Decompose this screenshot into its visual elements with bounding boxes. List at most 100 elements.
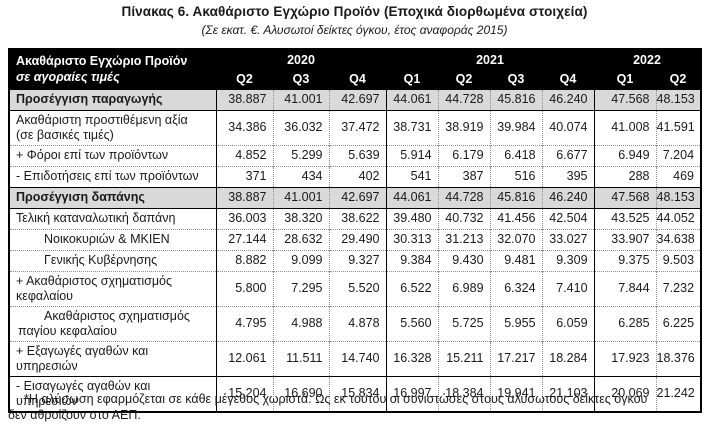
- value-cell: 33.027: [541, 228, 595, 250]
- value-cell: 42.504: [541, 207, 595, 229]
- value-cell: 30.313: [385, 228, 439, 250]
- table-corner-header: Ακαθάριστο Εγχώριο Προϊόν σε αγοραίες τι…: [9, 49, 216, 89]
- quarter-header-2021-Q4: Q4: [542, 69, 595, 89]
- quarter-header-2021-Q3: Q3: [490, 69, 543, 89]
- value-cell: 38.919: [437, 109, 491, 145]
- row-label: Προσέγγιση δαπάνης: [9, 186, 217, 209]
- value-cell: 9.309: [541, 249, 595, 271]
- value-cell: 516: [489, 165, 543, 187]
- quarter-header-2021-Q1: Q1: [386, 69, 439, 89]
- value-cell: 42.697: [328, 186, 387, 209]
- value-cell: 7.232: [655, 270, 702, 306]
- table-row: + Φόροι επί των προϊόντων 4.852 5.299 5.639…: [9, 144, 702, 166]
- value-cell: 5.520: [328, 270, 387, 306]
- value-cell: 41.001: [272, 186, 329, 209]
- value-cell: 8.882: [215, 249, 273, 271]
- value-cell: 17.923: [593, 340, 657, 376]
- value-cell: 41.001: [272, 88, 329, 111]
- value-cell: 9.384: [385, 249, 439, 271]
- row-label: - Εισαγωγές αγαθών και υπηρεσιών: [9, 375, 217, 412]
- value-cell: 11.511: [272, 340, 329, 376]
- value-cell: 5.955: [489, 305, 543, 341]
- value-cell: 46.240: [541, 88, 595, 111]
- value-cell: 9.327: [328, 249, 387, 271]
- quarter-header-2020-Q2: Q2: [216, 69, 273, 89]
- value-cell: 4.795: [215, 305, 273, 341]
- value-cell: 45.816: [489, 186, 543, 209]
- year-header-row: Ακαθάριστο Εγχώριο Προϊόν σε αγοραίες τι…: [9, 49, 702, 89]
- value-cell: 41.008: [593, 109, 657, 145]
- table-row: Προσέγγιση παραγωγής 38.887 41.001 42.697 44…: [9, 88, 702, 111]
- value-cell: 20.069: [593, 375, 657, 412]
- corner-label-line2: σε αγοραίες τιμές: [16, 70, 120, 85]
- value-cell: 38.622: [328, 207, 387, 229]
- row-label: Γενικής Κυβέρνησης: [9, 249, 217, 271]
- value-cell: 27.144: [215, 228, 273, 250]
- row-label: + Εξαγωγές αγαθών και υπηρεσιών: [9, 340, 217, 376]
- value-cell: 7.844: [593, 270, 657, 306]
- table-row: Γενικής Κυβέρνησης 8.882 9.099 9.327 9.384 9.…: [9, 249, 702, 271]
- corner-label-line1: Ακαθάριστο Εγχώριο Προϊόν: [16, 54, 188, 69]
- row-label: - Επιδοτήσεις επί των προϊόντων: [9, 165, 217, 187]
- value-cell: 38.731: [385, 109, 439, 145]
- row-label: + Ακαθάριστος σχηματισμός κεφαλαίου: [9, 270, 217, 306]
- table-body: Προσέγγιση παραγωγής 38.887 41.001 42.697 44…: [9, 88, 702, 412]
- value-cell: 371: [215, 165, 273, 187]
- value-cell: 9.430: [437, 249, 491, 271]
- value-cell: 6.677: [541, 144, 595, 166]
- table-row: + Εξαγωγές αγαθών και υπηρεσιών 12.061 11.…: [9, 340, 702, 376]
- value-cell: 9.375: [593, 249, 657, 271]
- value-cell: 34.638: [655, 228, 702, 250]
- value-cell: 4.852: [215, 144, 273, 166]
- value-cell: 5.639: [328, 144, 387, 166]
- value-cell: 44.728: [437, 88, 491, 111]
- year-header-2021: 2021: [386, 49, 595, 69]
- value-cell: 47.568: [593, 88, 657, 111]
- value-cell: 36.003: [215, 207, 273, 229]
- value-cell: 38.887: [215, 88, 273, 111]
- row-label: Τελική καταναλωτική δαπάνη: [9, 207, 217, 229]
- value-cell: 41.456: [489, 207, 543, 229]
- value-cell: 6.989: [437, 270, 491, 306]
- value-cell: 469: [655, 165, 702, 187]
- value-cell: 4.988: [272, 305, 329, 341]
- value-cell: 14.740: [328, 340, 387, 376]
- value-cell: 21.242: [655, 375, 702, 412]
- quarter-header-2020-Q4: Q4: [329, 69, 387, 89]
- value-cell: 15.204: [215, 375, 273, 412]
- value-cell: 541: [385, 165, 439, 187]
- table-row: - Επιδοτήσεις επί των προϊόντων 371 434 402…: [9, 165, 702, 187]
- table-row: Προσέγγιση δαπάνης 38.887 41.001 42.697 44.0…: [9, 186, 702, 209]
- value-cell: 39.480: [385, 207, 439, 229]
- value-cell: 17.217: [489, 340, 543, 376]
- value-cell: 6.418: [489, 144, 543, 166]
- value-cell: 4.878: [328, 305, 387, 341]
- value-cell: 15.834: [328, 375, 387, 412]
- value-cell: 42.697: [328, 88, 387, 111]
- table-row: Ακαθάριστη προστιθέμενη αξία (σε βασικές…: [9, 109, 702, 145]
- table-row: Ακαθάριστος σχηματισμός παγίου κεφαλαίου…: [9, 305, 702, 341]
- quarter-header-2021-Q2: Q2: [438, 69, 491, 89]
- quarter-header-row: Q2 Q3 Q4 Q1 Q2 Q3 Q4 Q1 Q2: [9, 69, 702, 89]
- value-cell: 40.732: [437, 207, 491, 229]
- value-cell: 41.591: [655, 109, 702, 145]
- value-cell: 6.059: [541, 305, 595, 341]
- value-cell: 47.568: [593, 186, 657, 209]
- row-label: + Φόροι επί των προϊόντων: [9, 144, 217, 166]
- year-header-2022: 2022: [594, 49, 702, 69]
- value-cell: 12.061: [215, 340, 273, 376]
- value-cell: 6.522: [385, 270, 439, 306]
- value-cell: 6.179: [437, 144, 491, 166]
- value-cell: 40.074: [541, 109, 595, 145]
- value-cell: 7.410: [541, 270, 595, 306]
- value-cell: 7.204: [655, 144, 702, 166]
- value-cell: 16.997: [385, 375, 439, 412]
- value-cell: 31.213: [437, 228, 491, 250]
- value-cell: 43.525: [593, 207, 657, 229]
- table-row: - Εισαγωγές αγαθών και υπηρεσιών 15.204 16…: [9, 375, 702, 412]
- value-cell: 6.285: [593, 305, 657, 341]
- quarter-header-2020-Q3: Q3: [273, 69, 329, 89]
- value-cell: 387: [437, 165, 491, 187]
- value-cell: 5.914: [385, 144, 439, 166]
